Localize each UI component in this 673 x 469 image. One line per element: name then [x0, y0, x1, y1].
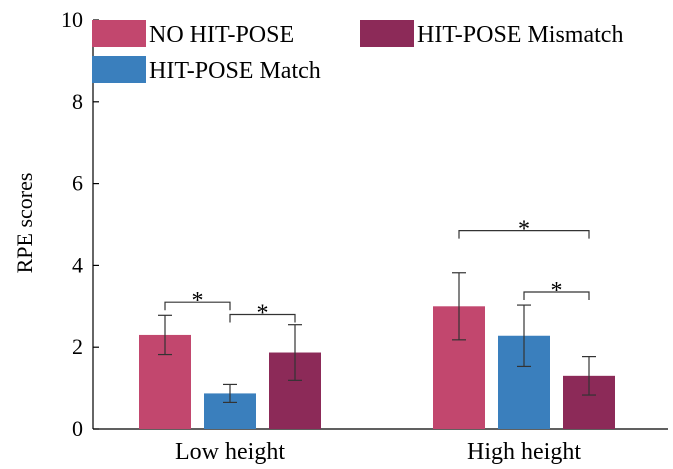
- x-category-label: Low height: [175, 439, 285, 465]
- error-bar: [158, 314, 172, 356]
- y-tick-label: 10: [61, 7, 83, 32]
- legend-label: NO HIT-POSE: [149, 22, 294, 48]
- error-bar: [582, 356, 596, 396]
- legend-swatch: [92, 56, 146, 83]
- y-tick-label: 4: [72, 252, 83, 277]
- y-axis-label: RPE scores: [12, 173, 37, 274]
- error-bar: [452, 272, 466, 341]
- significance-star: *: [192, 288, 204, 314]
- legend-label: HIT-POSE Match: [149, 58, 321, 84]
- legend-item: HIT-POSE Match: [92, 56, 321, 84]
- legend-label: HIT-POSE Mismatch: [417, 22, 623, 48]
- significance-star: *: [257, 300, 269, 326]
- y-tick-label: 8: [72, 89, 83, 114]
- y-tick-label: 0: [72, 416, 83, 441]
- error-bar: [223, 383, 237, 404]
- category-labels: Low height High height: [175, 439, 581, 465]
- error-bars: [158, 272, 596, 404]
- significance-bracket: *: [523, 278, 590, 304]
- legend-item: NO HIT-POSE: [92, 20, 294, 48]
- legend-swatch: [360, 20, 414, 47]
- error-bar: [517, 304, 531, 368]
- legend-item: HIT-POSE Mismatch: [360, 20, 623, 48]
- legend: NO HIT-POSE HIT-POSE Match HIT-POSE Mismat…: [92, 20, 623, 84]
- y-tick-label: 2: [72, 334, 83, 359]
- significance-bracket: *: [164, 288, 231, 314]
- y-tick-label: 6: [72, 171, 83, 196]
- legend-swatch: [92, 20, 146, 47]
- significance-markers: * * * *: [164, 217, 590, 326]
- significance-bracket: *: [458, 217, 590, 243]
- bars: [139, 306, 615, 429]
- error-bar: [288, 324, 302, 381]
- significance-star: *: [518, 217, 530, 243]
- significance-star: *: [551, 278, 563, 304]
- significance-bracket: *: [229, 300, 296, 326]
- x-category-label: High height: [467, 439, 581, 465]
